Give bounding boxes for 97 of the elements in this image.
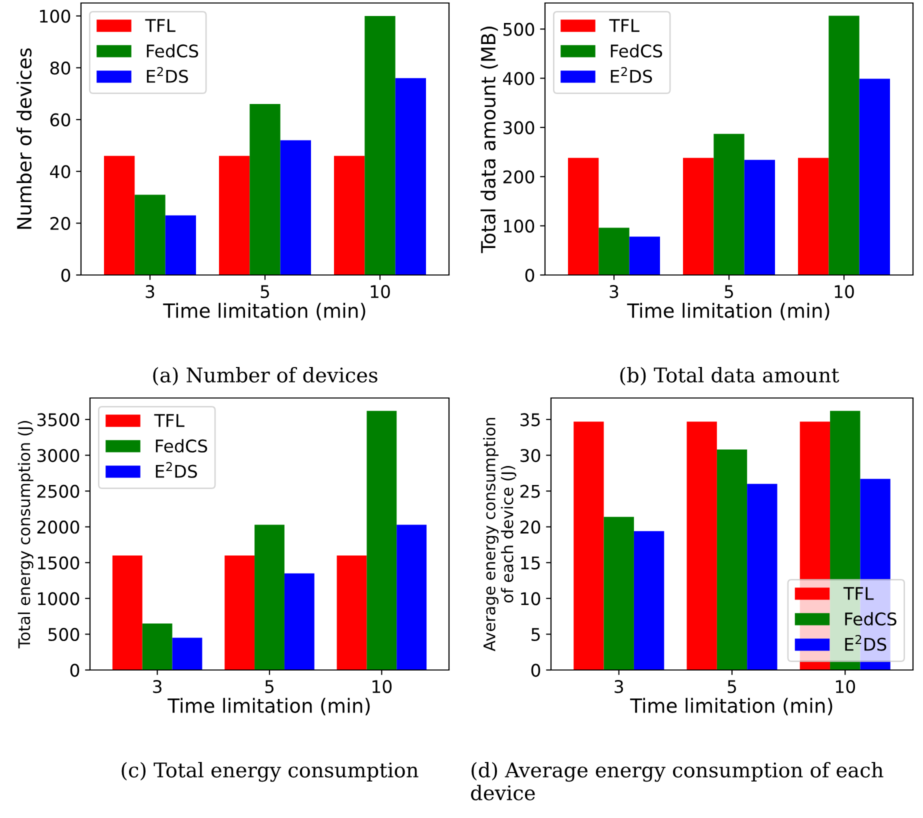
x-tick-label: 5 xyxy=(724,285,734,298)
bar xyxy=(172,638,202,670)
y-tick-label: 100 xyxy=(40,10,70,23)
y-tick-label: 200 xyxy=(503,170,534,184)
y-tick-label: 0 xyxy=(525,268,534,282)
y-tick-label: 3000 xyxy=(37,448,80,462)
bar xyxy=(568,158,599,275)
bar xyxy=(574,422,604,670)
bar xyxy=(280,140,311,275)
y-tick-label: 5 xyxy=(532,628,540,642)
bar xyxy=(716,450,748,670)
x-tick-label: 10 xyxy=(372,680,392,694)
y-tick-label: 400 xyxy=(502,72,534,86)
x-axis-title: Time limitation (min) xyxy=(163,302,366,320)
bar xyxy=(219,156,250,275)
y-tick-label: 0 xyxy=(70,664,80,677)
y-tick-label: 100 xyxy=(504,220,534,233)
x-axis-title: Time limitation (min) xyxy=(168,698,370,716)
bar xyxy=(604,516,634,670)
legend-label: TFL xyxy=(154,414,184,427)
text: (b) Total data amount xyxy=(620,367,840,386)
y-tick-label: 1500 xyxy=(38,556,80,570)
text: (c) Total energy consumption xyxy=(122,762,418,782)
bar xyxy=(336,555,367,670)
legend-label: TFL xyxy=(843,587,874,600)
bar xyxy=(598,228,630,275)
y-tick-label: 1000 xyxy=(38,592,80,606)
y-tick-label: 30 xyxy=(520,448,540,462)
bar xyxy=(744,160,775,275)
bar xyxy=(634,531,664,670)
y-tick-label: 2000 xyxy=(37,520,80,534)
x-tick-label: 3 xyxy=(610,285,618,298)
x-tick-label: 5 xyxy=(260,285,270,298)
y-tick-label: 500 xyxy=(503,22,534,36)
bar xyxy=(224,555,255,670)
bar xyxy=(134,194,166,275)
bar xyxy=(165,215,196,275)
x-tick-label: 5 xyxy=(265,680,274,694)
bar xyxy=(395,78,426,275)
bar xyxy=(396,524,427,670)
legend-label: E$^{2}$DS xyxy=(610,66,652,83)
bar xyxy=(366,410,397,670)
y-tick-label: 0 xyxy=(61,268,70,282)
legend-label: FedCS xyxy=(845,612,896,626)
x-tick-label: 10 xyxy=(834,285,854,298)
y-tick-label: 2500 xyxy=(37,484,80,498)
y-tick-label: 300 xyxy=(503,121,534,134)
y-tick-label: 3500 xyxy=(37,413,80,426)
bar xyxy=(798,158,829,275)
bar xyxy=(859,78,890,275)
y-axis-title: Number of devices xyxy=(16,48,32,229)
y-tick-label: 10 xyxy=(521,592,540,606)
legend-label: FedCS xyxy=(146,44,198,58)
legend-label: TFL xyxy=(145,19,176,32)
y-axis-title: Total data amount (MB) xyxy=(480,26,498,254)
x-tick-label: 3 xyxy=(614,680,624,694)
y-tick-label: 20 xyxy=(520,520,540,534)
y-tick-label: 60 xyxy=(50,113,70,126)
bar xyxy=(250,104,280,275)
bar xyxy=(828,16,860,275)
x-tick-label: 3 xyxy=(153,680,162,694)
x-axis-title: Time limitation (min) xyxy=(630,698,832,716)
y-axis-title: Total energy consumption (J) xyxy=(18,420,34,648)
y-axis-title: Average energy consumption of each device (J) xyxy=(483,418,516,652)
bar xyxy=(747,484,778,670)
bar xyxy=(104,156,135,275)
y-tick-label: 0 xyxy=(531,664,540,677)
x-tick-label: 10 xyxy=(370,285,390,298)
bar xyxy=(629,236,660,275)
bar xyxy=(112,555,142,670)
y-tick-label: 35 xyxy=(520,413,540,426)
bar xyxy=(714,134,744,275)
text: (d) Average energy consumption of each device xyxy=(471,762,884,800)
y-tick-label: 20 xyxy=(50,216,70,230)
x-tick-label: 3 xyxy=(146,285,154,298)
x-tick-label: 10 xyxy=(836,680,856,694)
x-axis-title: Time limitation (min) xyxy=(627,302,830,320)
bar xyxy=(142,623,172,670)
legend-label: FedCS xyxy=(156,439,208,453)
y-tick-label: 40 xyxy=(50,165,70,178)
bar xyxy=(683,158,714,275)
bar xyxy=(284,573,314,670)
legend-label: E$^{2}$DS xyxy=(156,462,197,478)
y-tick-label: 80 xyxy=(50,61,70,75)
bar xyxy=(334,156,365,275)
y-tick-label: 500 xyxy=(48,628,80,642)
bar xyxy=(686,422,717,670)
x-tick-label: 5 xyxy=(728,680,736,694)
bar xyxy=(254,524,284,670)
text: (a) Number of devices xyxy=(153,367,378,386)
y-tick-label: 15 xyxy=(521,556,540,570)
bar xyxy=(364,16,396,275)
legend-label: TFL xyxy=(609,19,640,32)
legend-label: FedCS xyxy=(610,44,662,58)
y-tick-label: 25 xyxy=(520,484,540,498)
legend-label: E$^{2}$DS xyxy=(845,634,886,651)
legend-label: E$^{2}$DS xyxy=(146,66,188,83)
